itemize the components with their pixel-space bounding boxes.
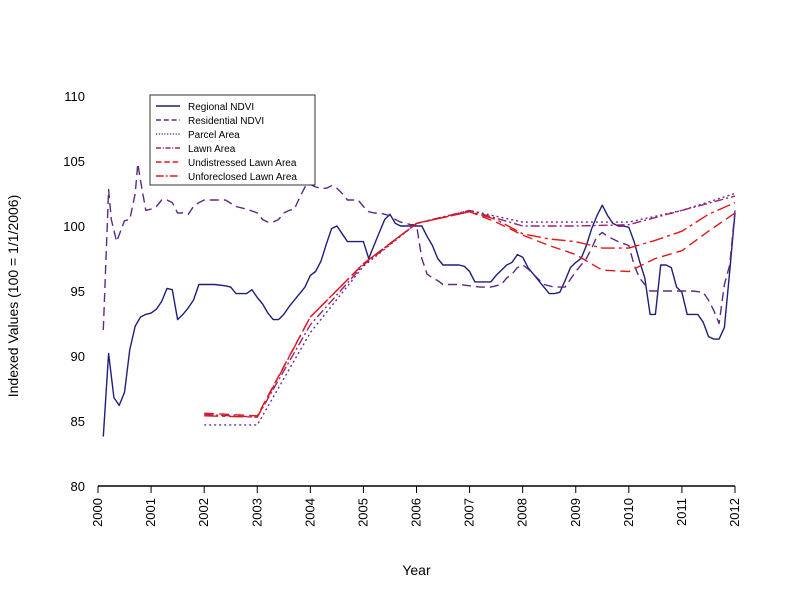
y-tick-label: 80 xyxy=(71,479,85,494)
legend: Regional NDVI Residential NDVI Parcel Area… xyxy=(149,94,316,186)
y-axis-title: Indexed Values (100 = 1/1/2006) xyxy=(5,195,21,398)
x-axis-ticks: 2000 2001 2002 2003 2004 2005 2006 2007 2008 2009… xyxy=(90,486,742,527)
x-tick-label: 2002 xyxy=(196,498,211,527)
legend-label: Lawn Area xyxy=(188,144,236,155)
x-tick-label: 2010 xyxy=(621,498,636,527)
series-line-lawn-area xyxy=(204,195,736,418)
x-tick-label: 2009 xyxy=(568,498,583,527)
x-tick-label: 2007 xyxy=(462,498,477,527)
series-layer xyxy=(102,162,736,437)
legend-label: Regional NDVI xyxy=(188,102,254,113)
series-line-unforeclosed-lawn-area xyxy=(204,201,736,418)
y-tick-label: 85 xyxy=(71,414,85,429)
y-tick-label: 95 xyxy=(71,284,85,299)
x-tick-label: 2000 xyxy=(90,498,105,527)
legend-label: Undistressed Lawn Area xyxy=(188,158,297,169)
legend-label: Unforeclosed Lawn Area xyxy=(188,172,297,183)
x-tick-label: 2004 xyxy=(302,498,317,527)
y-tick-label: 105 xyxy=(63,154,85,169)
x-tick-label: 2001 xyxy=(143,498,158,527)
x-tick-label: 2005 xyxy=(355,498,370,527)
y-axis-ticks: 80 85 90 95 100 105 110 xyxy=(63,89,85,494)
legend-box xyxy=(149,94,316,186)
x-tick-label: 2003 xyxy=(249,498,264,527)
legend-label: Residential NDVI xyxy=(188,116,264,127)
series-line-residential-ndvi xyxy=(102,162,736,331)
y-tick-label: 100 xyxy=(63,219,85,234)
x-tick-label: 2006 xyxy=(409,498,424,527)
series-line-parcel-area xyxy=(204,192,736,426)
series-line-regional-ndvi xyxy=(102,204,736,437)
y-tick-label: 90 xyxy=(71,349,85,364)
y-tick-label: 110 xyxy=(64,89,85,104)
x-tick-label: 2011 xyxy=(674,498,689,526)
legend-label: Parcel Area xyxy=(188,130,240,141)
x-axis-title: Year xyxy=(402,562,431,578)
x-tick-label: 2008 xyxy=(515,498,530,527)
x-tick-label: 2012 xyxy=(727,498,742,527)
